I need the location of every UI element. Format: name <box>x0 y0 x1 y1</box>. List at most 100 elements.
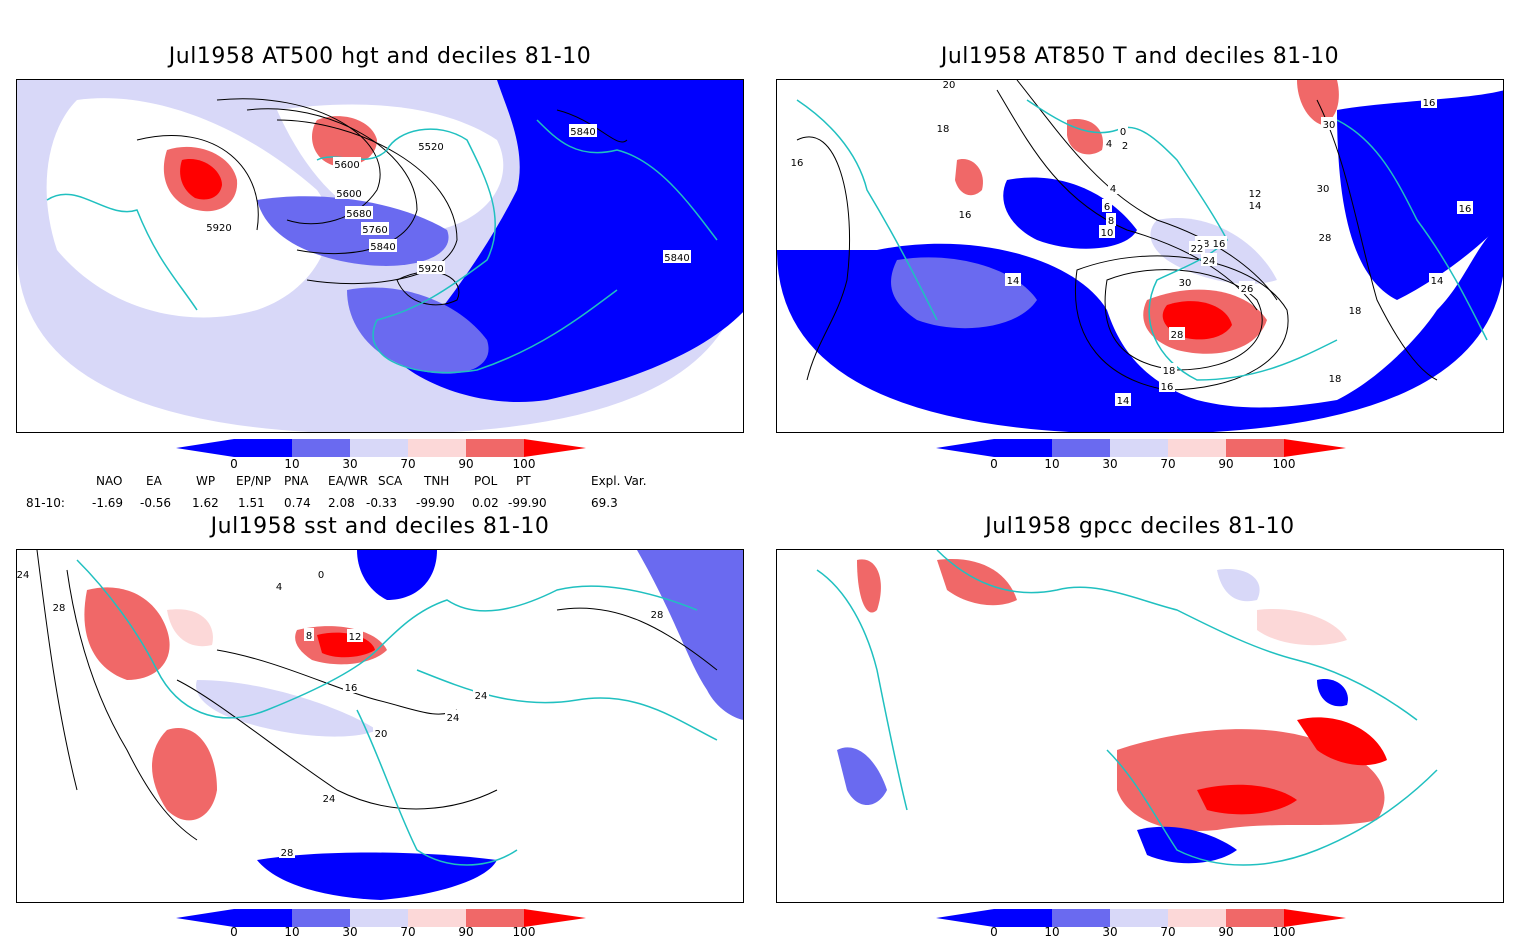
svg-text:10: 10 <box>1101 228 1114 239</box>
svg-text:16: 16 <box>791 158 804 169</box>
red-region <box>180 159 222 200</box>
colorbar-tick-label: 90 <box>1218 457 1234 471</box>
contour-label: 5600 <box>335 186 363 200</box>
colorbar-swatch-30-70 <box>1110 439 1168 457</box>
contour-label: 16 <box>343 680 359 694</box>
contour-label: 16 <box>1421 95 1437 109</box>
coastline <box>816 550 1438 866</box>
index-value-pol: 0.02 <box>472 496 499 510</box>
colorbar-swatches <box>176 439 586 457</box>
panel-title-t850: Jul1958 AT850 T and deciles 81-10 <box>940 44 1340 69</box>
svg-text:5600: 5600 <box>334 160 359 171</box>
contour-line <box>556 607 718 671</box>
svg-text:16: 16 <box>1161 382 1174 393</box>
blue-region <box>891 257 1037 329</box>
contour-line <box>1104 269 1263 371</box>
colorbar-t850: 0 10 30 70 90 100 <box>936 439 1346 473</box>
colorbar-sst: 0 10 30 70 90 100 <box>176 909 586 943</box>
colorbar-swatch-10-30 <box>1052 439 1110 457</box>
map-sst-canvas: 24 28 0 4 8 12 16 20 24 24 28 24 28 <box>17 550 743 902</box>
red-region <box>152 728 217 821</box>
contour-label: 4 <box>1104 136 1114 150</box>
svg-text:20: 20 <box>943 80 956 91</box>
red-region <box>1117 729 1385 831</box>
svg-text:16: 16 <box>1213 239 1226 250</box>
contour-line <box>796 136 850 381</box>
red-region <box>167 609 213 647</box>
contour-label: 12 <box>347 629 363 643</box>
contour-line <box>1316 99 1438 381</box>
colorbar-swatch-0-10 <box>936 439 1052 457</box>
index-header-explvar: Expl. Var. <box>591 474 647 488</box>
colorbar-tick-label: 0 <box>990 457 998 471</box>
blue-region <box>257 196 449 266</box>
blue-region <box>637 550 743 720</box>
blue-region <box>837 747 887 805</box>
colorbar-swatch-70-90 <box>1168 439 1226 457</box>
index-header-pt: PT <box>516 474 531 488</box>
svg-text:16: 16 <box>959 210 972 221</box>
svg-text:5760: 5760 <box>362 225 387 236</box>
contour-label: 30 <box>1177 275 1193 289</box>
map-sst: 24 28 0 4 8 12 16 20 24 24 28 24 28 <box>16 549 744 903</box>
contour-line <box>66 569 198 841</box>
index-value-pna: 0.74 <box>284 496 311 510</box>
contour-label: 16 <box>1159 379 1175 393</box>
colorbar-swatch-100 <box>1284 439 1346 457</box>
colorbar-swatch-90-100 <box>466 909 524 927</box>
contour-label: 5680 <box>345 206 373 220</box>
map-t850-canvas: 2018161602446810121416181430262818222430… <box>777 80 1503 432</box>
colorbar-swatch-30-70 <box>350 909 408 927</box>
index-value-wp: 1.62 <box>192 496 219 510</box>
contour-label: 5520 <box>417 139 445 153</box>
colorbar-swatch-70-90 <box>408 439 466 457</box>
contour-label: 28 <box>649 607 665 621</box>
svg-text:26: 26 <box>1241 284 1254 295</box>
blue-region <box>1317 679 1348 707</box>
svg-text:24: 24 <box>1203 256 1216 267</box>
svg-text:18: 18 <box>1163 366 1176 377</box>
colorbar-tick-label: 100 <box>512 457 536 471</box>
contour-label: 24 <box>473 688 489 702</box>
contour-label: 28 <box>51 600 67 614</box>
blue-region <box>1217 569 1260 602</box>
contour-label: 14 <box>1115 393 1131 407</box>
contour-line <box>176 679 498 810</box>
index-header-pna: PNA <box>284 474 309 488</box>
svg-text:5840: 5840 <box>664 253 689 264</box>
contour-line <box>276 119 458 285</box>
contour-label: 28 <box>279 845 295 859</box>
colorbar-tick-label: 30 <box>1102 925 1118 939</box>
index-header-nao: NAO <box>96 474 123 488</box>
map-gpcc-canvas <box>777 550 1503 902</box>
svg-text:28: 28 <box>53 603 66 614</box>
coastline <box>76 559 718 866</box>
index-header-ea: EA <box>146 474 162 488</box>
svg-text:18: 18 <box>937 124 950 135</box>
colorbar-tick-label: 100 <box>512 925 536 939</box>
contour-label: 16 <box>789 155 805 169</box>
svg-text:24: 24 <box>475 691 488 702</box>
svg-text:14: 14 <box>1007 276 1020 287</box>
svg-text:28: 28 <box>1319 233 1332 244</box>
colorbar-swatch-90-100 <box>1226 909 1284 927</box>
colorbar-swatch-90-100 <box>466 439 524 457</box>
svg-text:4: 4 <box>1110 184 1116 195</box>
contour-label: 12 <box>1247 186 1263 200</box>
colorbar-tick-label: 0 <box>990 925 998 939</box>
contour-label: 14 <box>1247 198 1263 212</box>
panel-title-z500: Jul1958 AT500 hgt and deciles 81-10 <box>168 44 592 69</box>
contour-label: 5600 <box>333 157 361 171</box>
index-value-epnp: 1.51 <box>238 496 265 510</box>
colorbar-swatch-10-30 <box>1052 909 1110 927</box>
contour-label: 20 <box>373 726 389 740</box>
svg-text:24: 24 <box>17 570 29 581</box>
contour-label: 16 <box>1211 236 1227 250</box>
svg-text:12: 12 <box>349 632 362 643</box>
svg-text:6: 6 <box>1104 202 1110 213</box>
contour-label: 6 <box>1102 199 1112 213</box>
coastline <box>46 119 718 374</box>
svg-text:16: 16 <box>1459 204 1472 215</box>
index-header-pol: POL <box>474 474 498 488</box>
white-region <box>46 98 329 318</box>
